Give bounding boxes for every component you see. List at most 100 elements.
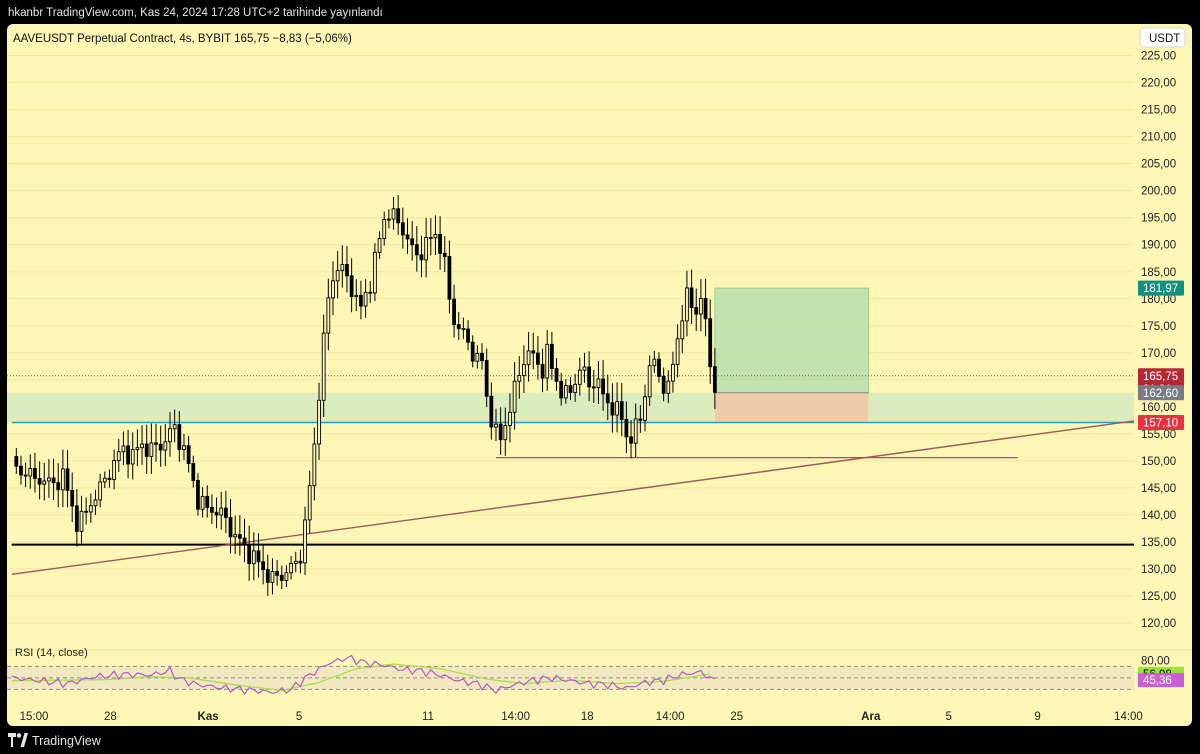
candle[interactable] [675, 338, 680, 365]
risk-zone[interactable] [714, 392, 869, 423]
candle[interactable] [331, 280, 335, 299]
candle[interactable] [456, 324, 461, 329]
candle[interactable] [373, 251, 377, 294]
candle[interactable] [391, 208, 396, 220]
candle[interactable] [466, 328, 470, 343]
candle[interactable] [298, 560, 303, 564]
candle[interactable] [126, 445, 130, 465]
candle[interactable] [689, 287, 694, 308]
candle[interactable] [386, 218, 391, 221]
candle[interactable] [317, 399, 321, 445]
candle[interactable] [65, 468, 70, 491]
candle[interactable] [256, 550, 261, 563]
candle[interactable] [536, 352, 540, 365]
candle[interactable] [396, 208, 401, 224]
candle[interactable] [582, 366, 587, 371]
candle[interactable] [200, 495, 205, 510]
candle[interactable] [191, 463, 196, 481]
candle[interactable] [643, 396, 647, 421]
candle[interactable] [88, 505, 93, 513]
candle[interactable] [615, 401, 619, 416]
candle[interactable] [163, 441, 168, 451]
trend-line[interactable] [11, 420, 1135, 576]
candle[interactable] [554, 368, 559, 382]
candle[interactable] [461, 328, 466, 330]
candle[interactable] [107, 477, 112, 481]
candle[interactable] [219, 507, 224, 516]
candle[interactable] [605, 393, 610, 404]
candle[interactable] [121, 445, 126, 453]
candle[interactable] [270, 571, 275, 583]
candle[interactable] [144, 443, 149, 457]
candle[interactable] [531, 350, 536, 354]
candle[interactable] [168, 428, 172, 443]
candle[interactable] [522, 364, 526, 377]
candle[interactable] [573, 383, 578, 393]
candle[interactable] [223, 507, 228, 518]
candle[interactable] [205, 495, 210, 508]
candle[interactable] [587, 366, 592, 388]
candle[interactable] [326, 297, 331, 334]
candle[interactable] [540, 363, 545, 379]
candle[interactable] [647, 365, 652, 398]
candle[interactable] [335, 270, 340, 282]
candle[interactable] [102, 477, 107, 483]
candle[interactable] [638, 418, 643, 421]
candle[interactable] [433, 234, 438, 239]
candle[interactable] [596, 378, 601, 389]
candle[interactable] [377, 238, 382, 253]
chart-panel[interactable]: RSI (14, close) 225,00 220,00 215,00 210,00 2… [7, 24, 1192, 726]
candle[interactable] [545, 343, 550, 379]
candle[interactable] [661, 375, 666, 394]
candle[interactable] [93, 499, 98, 507]
candle[interactable] [60, 468, 65, 491]
candle[interactable] [228, 517, 233, 538]
candle[interactable] [275, 571, 280, 576]
candle[interactable] [321, 332, 326, 401]
candle[interactable] [289, 563, 293, 574]
candle[interactable] [382, 218, 387, 240]
candle[interactable] [619, 401, 624, 420]
candle[interactable] [601, 378, 605, 395]
candle[interactable] [84, 510, 89, 513]
candle[interactable] [242, 537, 247, 546]
candle[interactable] [442, 252, 447, 257]
candle[interactable] [237, 534, 242, 539]
candle[interactable] [708, 318, 713, 368]
candle[interactable] [494, 423, 498, 428]
candle[interactable] [19, 465, 23, 476]
candle[interactable] [685, 287, 689, 322]
candle[interactable] [349, 275, 354, 297]
candle[interactable] [210, 506, 214, 513]
candle[interactable] [517, 375, 522, 382]
candle[interactable] [671, 363, 675, 382]
candle[interactable] [699, 298, 703, 315]
candle[interactable] [186, 445, 191, 465]
candle[interactable] [98, 481, 103, 501]
candle[interactable] [363, 291, 368, 307]
candle[interactable] [652, 358, 657, 367]
candle[interactable] [56, 482, 61, 491]
candle[interactable] [74, 505, 79, 532]
candle[interactable] [703, 298, 708, 320]
candle[interactable] [307, 485, 312, 521]
candle[interactable] [172, 424, 177, 430]
candle[interactable] [568, 385, 573, 393]
candle[interactable] [177, 424, 182, 450]
candle[interactable] [526, 350, 531, 366]
candle[interactable] [712, 366, 717, 393]
candle[interactable] [549, 343, 554, 370]
candle[interactable] [261, 561, 266, 571]
candle[interactable] [312, 443, 317, 487]
candle[interactable] [354, 294, 359, 297]
candle[interactable] [79, 510, 84, 532]
candle[interactable] [251, 550, 256, 565]
candle[interactable] [591, 386, 596, 389]
candle[interactable] [410, 238, 415, 246]
candle[interactable] [51, 477, 56, 484]
candle[interactable] [419, 254, 424, 261]
target-tag[interactable] [1138, 280, 1184, 296]
candle[interactable] [28, 468, 33, 477]
candle[interactable] [657, 358, 661, 377]
candle[interactable] [233, 534, 238, 538]
